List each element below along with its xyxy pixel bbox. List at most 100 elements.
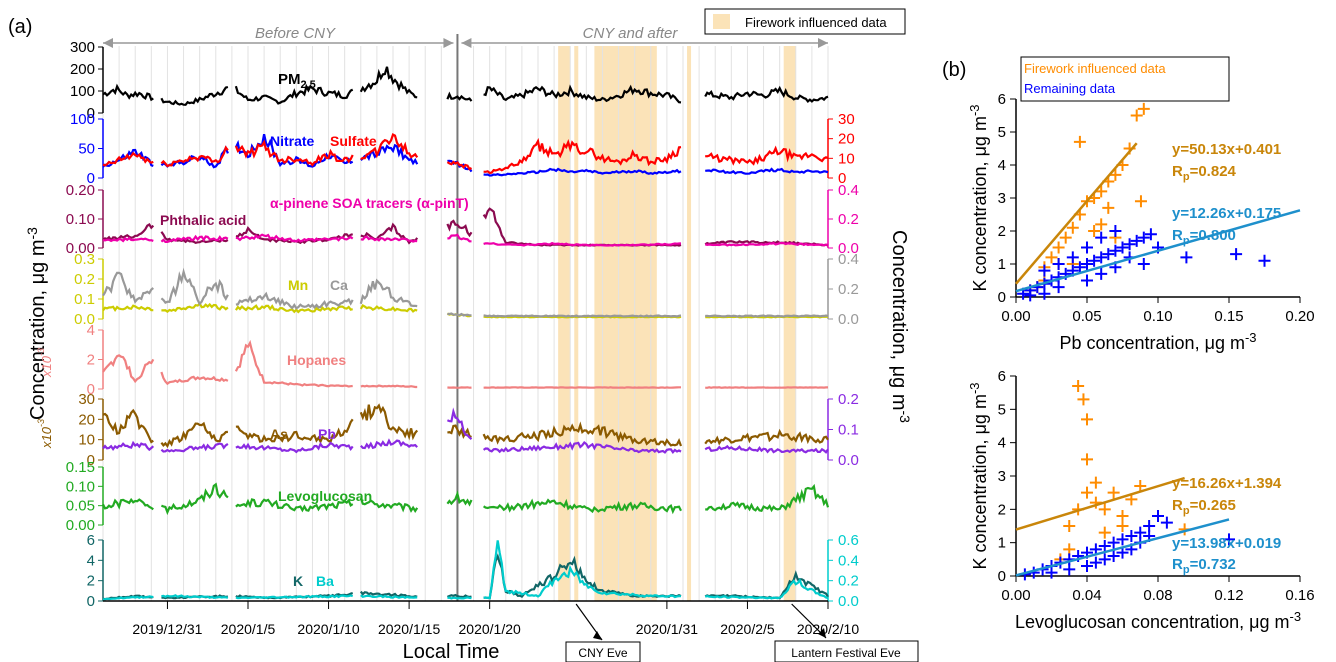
y-axis-title: K concentration, μg m-3	[967, 104, 990, 291]
scatter-point-remaining	[1081, 560, 1093, 572]
left-tick-label: 0.15	[66, 459, 95, 476]
scatter-point-firework	[1059, 231, 1072, 244]
scatter-point-remaining	[1088, 254, 1101, 267]
series-line-nitrate-5	[483, 167, 682, 177]
regression-equation: y=13.98x+0.019	[1172, 535, 1281, 552]
r-value: =0.732	[1190, 556, 1236, 573]
track-phthalic_pinT: 0.20 0.10 0.00 0.4 0.2 0.0 Phthalic acid α-pine…	[66, 182, 859, 257]
scatter-point-remaining	[1258, 254, 1271, 267]
series-line-sulfate-1	[160, 145, 229, 168]
series-label: Pb	[318, 426, 336, 442]
scatter-point-firework	[1072, 380, 1085, 392]
series-line-pm-6	[704, 85, 829, 103]
fit-line-remaining	[1015, 518, 1230, 577]
scale-factor-label-exp: -3	[36, 348, 46, 356]
series-line-hopanes-0	[102, 354, 155, 384]
left-tick-label: 0	[87, 381, 95, 398]
scatter-point-firework	[1098, 526, 1111, 539]
scatter-legend-box	[1020, 56, 1230, 102]
left-tick-label: 2	[87, 573, 95, 590]
series-line--pinene-soa-tracers-pint--3	[360, 235, 418, 243]
scatter-point-remaining	[1045, 566, 1058, 579]
series-line-ca-1	[160, 267, 229, 306]
panel-b-scatter-plots: (b) 0.00 0.05 0.10 0.15 0.20 0 1 2 3 4 5 6 Pb concent…	[942, 56, 1315, 632]
regression-equation: y=16.26x+1.394	[1172, 475, 1282, 492]
y-axis-title-main: K concentration, μg m	[970, 394, 990, 569]
panel-a-label: (a)	[8, 16, 32, 38]
right-axis-title-exp: -3	[897, 411, 913, 424]
series-line-sulfate-3	[360, 133, 419, 161]
series-line--pinene-soa-tracers-pint--6	[704, 242, 829, 247]
series-line-levoglucosan-6	[705, 483, 830, 513]
scatter-point-remaining	[1123, 238, 1136, 251]
y-tick-label: 6	[998, 368, 1006, 385]
x-axis-title-main: Levoglucosan concentration, μg m	[1015, 612, 1290, 632]
series-line-as-0	[102, 408, 154, 444]
x-tick-label: 0.10	[1143, 308, 1172, 325]
x-tick-label: 2020/1/20	[459, 621, 521, 637]
y-tick-label: 2	[998, 223, 1006, 240]
r-main: R	[1172, 556, 1183, 573]
series-line-levoglucosan-5	[483, 498, 682, 515]
x-tick-label: 0.05	[1072, 308, 1101, 325]
series-label: As	[270, 426, 288, 442]
scatter-point-remaining	[1098, 540, 1111, 552]
x-axis-title-main: Pb concentration, μg m	[1059, 333, 1244, 353]
scatter-point-firework	[1089, 476, 1102, 489]
scatter-point-remaining	[1081, 241, 1093, 254]
series-line-pb-3	[360, 438, 418, 450]
left-tick-label: 0.10	[66, 478, 95, 495]
scatter-point-firework	[1081, 413, 1093, 426]
left-tick-label: 0.1	[74, 291, 95, 308]
series-line-as-3	[359, 403, 419, 441]
y-tick-label: 6	[998, 91, 1006, 108]
r-sub: p	[1183, 171, 1190, 183]
scatter-point-remaining	[1024, 289, 1037, 302]
series-line-pb-5	[482, 440, 682, 454]
r-value: =0.265	[1190, 497, 1236, 514]
scatter-point-firework	[1102, 201, 1115, 214]
legend-firework-entry: Firework influenced data	[1024, 61, 1166, 76]
scale-factor-label: x10-3	[36, 419, 54, 449]
series-label: α-pinene SOA tracers (α-pinT)	[270, 195, 469, 211]
cny-eve-arrowhead	[593, 631, 602, 640]
series-line--pinene-soa-tracers-pint--2	[235, 233, 354, 243]
fit-line-remaining	[1015, 209, 1301, 293]
scatter-point-firework	[1073, 135, 1086, 148]
x-tick-label: 0.16	[1285, 587, 1314, 604]
left-tick-label: 100	[70, 111, 95, 128]
y-axis-title-exp: -3	[967, 104, 982, 116]
firework-shade-4	[783, 46, 796, 601]
scatter-point-firework	[1098, 503, 1111, 516]
scatter-point-remaining	[1038, 287, 1051, 300]
y-tick-label: 0	[998, 289, 1006, 306]
left-tick-label: 0.00	[66, 517, 95, 534]
series-line-phthalic-acid-6	[704, 240, 829, 247]
left-tick-label: 0	[87, 105, 95, 122]
correlation-coefficient: Rp=0.732	[1172, 556, 1236, 576]
series-line-ba-3	[360, 594, 418, 600]
series-line-ca-2	[235, 291, 354, 310]
legend-remaining-entry: Remaining data	[1024, 81, 1116, 96]
series-line-pb-1	[160, 442, 229, 453]
left-tick-label: 200	[70, 61, 95, 78]
scatter-point-firework	[1066, 221, 1079, 234]
series-line--pinene-soa-tracers-pint--5	[483, 241, 682, 247]
series-label: K	[293, 573, 303, 589]
right-tick-label: 0.2	[838, 391, 859, 408]
x-axis-title-exp: -3	[1245, 330, 1257, 345]
left-tick-label: 50	[78, 141, 95, 158]
x-tick-label: 0.15	[1214, 308, 1243, 325]
scatter-point-firework	[1063, 520, 1076, 532]
series-line-nitrate-4	[447, 159, 473, 173]
scatter-point-firework	[1116, 520, 1129, 532]
y-tick-label: 3	[998, 190, 1006, 207]
left-tick-label: 0.00	[66, 240, 95, 257]
scatter-point-firework	[1088, 225, 1101, 237]
series-line-levoglucosan-0	[102, 497, 154, 511]
after-cny-arrow-head-right	[818, 38, 828, 48]
series-line-sulfate-4	[446, 160, 473, 171]
series-line-pb-6	[704, 444, 829, 454]
correlation-coefficient: Rp=0.800	[1172, 227, 1236, 247]
right-tick-label: 0.1	[838, 422, 859, 439]
